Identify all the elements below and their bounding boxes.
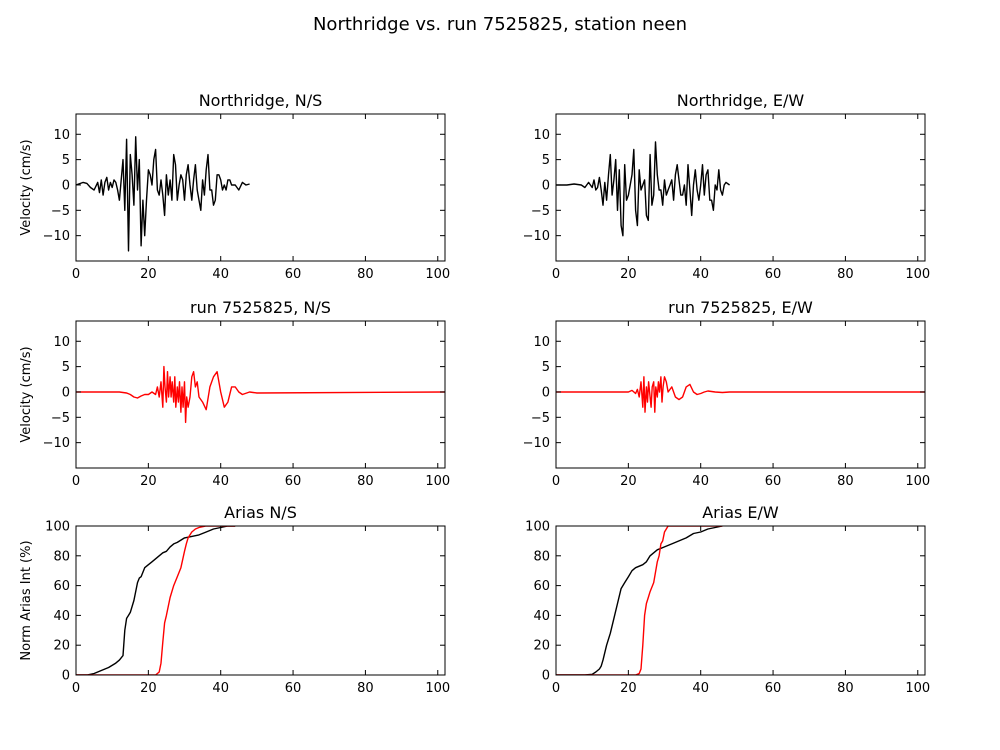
x-tick-label: 40 bbox=[692, 474, 709, 489]
subplot-3: 0 20 40 60 80 100 −10 −5 0 5 10 run 7525825, N/S Vel… bbox=[19, 298, 450, 489]
series-line-1 bbox=[76, 136, 250, 252]
series-line-1 bbox=[556, 376, 925, 413]
y-axis-label: Velocity (cm/s) bbox=[19, 346, 34, 442]
subplot-title: Arias N/S bbox=[224, 503, 297, 522]
y-tick-label: −10 bbox=[43, 229, 70, 244]
x-tick-label: 80 bbox=[837, 267, 854, 282]
y-tick-label: −10 bbox=[523, 436, 550, 451]
y-axis-label: Velocity (cm/s) bbox=[19, 139, 34, 235]
series-line-2 bbox=[76, 526, 236, 675]
x-tick-label: 40 bbox=[212, 474, 229, 489]
y-tick-label: 10 bbox=[533, 335, 550, 350]
x-tick-label: 0 bbox=[552, 474, 560, 489]
x-tick-label: 0 bbox=[552, 267, 560, 282]
x-tick-label: 80 bbox=[357, 267, 374, 282]
y-tick-label: 80 bbox=[533, 549, 550, 564]
subplot-5: 0 20 40 60 80 100 0 20 40 60 80 100 Arias N/S Norm Ar… bbox=[19, 503, 450, 696]
subplot-title: run 7525825, N/S bbox=[190, 298, 331, 317]
axes-frame bbox=[75, 320, 446, 469]
y-tick-label: −5 bbox=[531, 411, 550, 426]
series-line-1 bbox=[556, 526, 723, 675]
y-tick-label: 0 bbox=[542, 669, 550, 684]
subplot-title: Northridge, N/S bbox=[199, 91, 323, 110]
x-tick-label: 0 bbox=[72, 681, 80, 696]
y-tick-label: 40 bbox=[533, 609, 550, 624]
y-tick-label: 100 bbox=[525, 520, 550, 535]
y-tick-label: −5 bbox=[51, 411, 70, 426]
x-tick-label: 80 bbox=[837, 474, 854, 489]
x-tick-label: 60 bbox=[285, 267, 302, 282]
y-tick-label: 10 bbox=[53, 335, 70, 350]
x-tick-label: 100 bbox=[425, 474, 450, 489]
subplot-title: Arias E/W bbox=[702, 503, 779, 522]
x-tick-label: 60 bbox=[765, 681, 782, 696]
y-tick-label: −5 bbox=[51, 204, 70, 219]
figure-title: Northridge vs. run 7525825, station neen bbox=[313, 14, 687, 35]
x-tick-label: 0 bbox=[72, 474, 80, 489]
y-axis-label: Norm Arias Int (%) bbox=[19, 540, 34, 660]
x-tick-label: 20 bbox=[620, 474, 637, 489]
y-tick-label: 60 bbox=[53, 579, 70, 594]
y-tick-label: 5 bbox=[542, 360, 550, 375]
x-tick-label: 40 bbox=[692, 681, 709, 696]
y-tick-label: −10 bbox=[523, 229, 550, 244]
series-line-1 bbox=[76, 526, 236, 675]
y-tick-label: 0 bbox=[542, 178, 550, 193]
x-tick-label: 20 bbox=[620, 681, 637, 696]
subplot-title: Northridge, E/W bbox=[677, 91, 805, 110]
y-tick-label: −5 bbox=[531, 204, 550, 219]
axes-frame bbox=[555, 525, 926, 676]
x-tick-label: 60 bbox=[765, 267, 782, 282]
y-tick-label: 100 bbox=[45, 520, 70, 535]
subplot-title: run 7525825, E/W bbox=[668, 298, 813, 317]
x-tick-label: 100 bbox=[905, 267, 930, 282]
x-tick-label: 20 bbox=[620, 267, 637, 282]
y-tick-label: 5 bbox=[62, 153, 70, 168]
x-tick-label: 0 bbox=[72, 267, 80, 282]
y-tick-label: 40 bbox=[53, 609, 70, 624]
y-tick-label: 20 bbox=[53, 639, 70, 654]
subplot-1: 0 20 40 60 80 100 −10 −5 0 5 10 Northridge, N/S Velo… bbox=[19, 91, 450, 282]
y-tick-label: 10 bbox=[53, 128, 70, 143]
subplot-2: 0 20 40 60 80 100 −10 −5 0 5 10 Northridge, E/W bbox=[523, 91, 931, 282]
y-tick-label: 0 bbox=[62, 669, 70, 684]
series-line-1 bbox=[76, 365, 445, 424]
x-tick-label: 80 bbox=[837, 681, 854, 696]
x-tick-label: 20 bbox=[140, 681, 157, 696]
x-tick-label: 60 bbox=[285, 474, 302, 489]
y-tick-label: 60 bbox=[533, 579, 550, 594]
y-tick-label: −10 bbox=[43, 436, 70, 451]
y-tick-label: 5 bbox=[542, 153, 550, 168]
series-line-2 bbox=[556, 526, 723, 675]
y-tick-label: 10 bbox=[533, 128, 550, 143]
x-tick-label: 40 bbox=[212, 267, 229, 282]
y-tick-label: 0 bbox=[542, 385, 550, 400]
axes-frame bbox=[555, 320, 926, 469]
y-tick-label: 0 bbox=[62, 385, 70, 400]
subplot-4: 0 20 40 60 80 100 −10 −5 0 5 10 run 7525825, E/W bbox=[523, 298, 931, 489]
x-tick-label: 40 bbox=[212, 681, 229, 696]
series-line-1 bbox=[556, 141, 731, 237]
x-tick-label: 100 bbox=[425, 681, 450, 696]
x-tick-label: 100 bbox=[905, 681, 930, 696]
x-tick-label: 60 bbox=[285, 681, 302, 696]
axes-frame bbox=[75, 525, 446, 676]
axes-frame bbox=[75, 113, 446, 262]
axes-frame bbox=[555, 113, 926, 262]
y-tick-label: 0 bbox=[62, 178, 70, 193]
y-tick-label: 5 bbox=[62, 360, 70, 375]
y-tick-label: 20 bbox=[533, 639, 550, 654]
y-tick-label: 80 bbox=[53, 549, 70, 564]
x-tick-label: 0 bbox=[552, 681, 560, 696]
x-tick-label: 100 bbox=[905, 474, 930, 489]
x-tick-label: 60 bbox=[765, 474, 782, 489]
x-tick-label: 20 bbox=[140, 474, 157, 489]
x-tick-label: 40 bbox=[692, 267, 709, 282]
x-tick-label: 100 bbox=[425, 267, 450, 282]
subplot-6: 0 20 40 60 80 100 0 20 40 60 80 100 Arias E/W bbox=[525, 503, 930, 696]
x-tick-label: 80 bbox=[357, 474, 374, 489]
x-tick-label: 80 bbox=[357, 681, 374, 696]
x-tick-label: 20 bbox=[140, 267, 157, 282]
